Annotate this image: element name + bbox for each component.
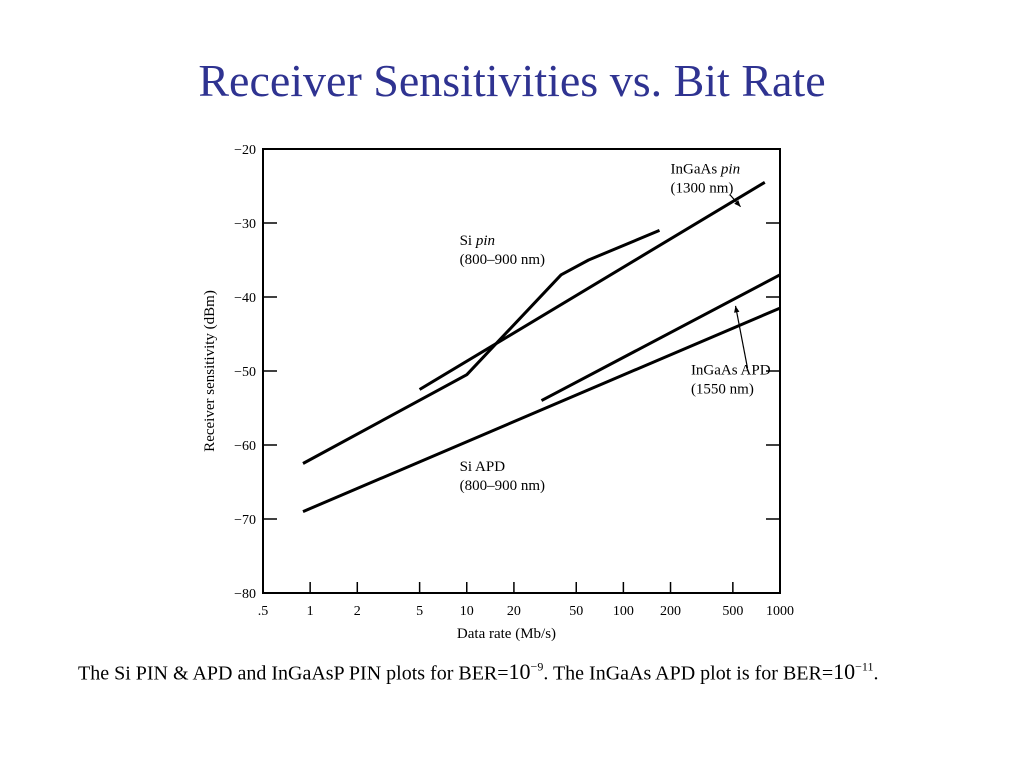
y-tick-label: −30: [234, 217, 256, 232]
ber-base-2: 10: [833, 659, 856, 685]
series-si-pin-label: Si pin: [460, 233, 495, 249]
ingaas-apd-leader-head: [734, 305, 740, 313]
series-ingaas-pin-label: InGaAs pin: [671, 161, 741, 177]
series-si-pin-line: [302, 229, 661, 465]
caption-text-1: The Si PIN & APD and InGaAsP PIN plots f…: [78, 662, 509, 685]
x-tick-label: 500: [722, 604, 743, 619]
ber-exponent-2: −11: [855, 660, 874, 674]
x-tick-label: 10: [460, 604, 474, 619]
caption-text-3: .: [873, 662, 879, 685]
slide-title: Receiver Sensitivities vs. Bit Rate: [198, 55, 826, 106]
x-tick-label: 5: [416, 604, 423, 619]
y-tick-label: −70: [234, 513, 256, 528]
series-si-apd-line: [302, 306, 781, 513]
x-tick-label: 200: [660, 604, 681, 619]
y-tick-label: −80: [234, 587, 256, 602]
y-tick-label: −40: [234, 291, 256, 306]
x-axis-label: Data rate (Mb/s): [457, 626, 556, 642]
y-tick-label: −60: [234, 439, 256, 454]
x-tick-label: 50: [569, 604, 583, 619]
series-ingaas-apd-label: InGaAs APD: [691, 363, 771, 379]
series-ingaas-apd-line: [540, 273, 781, 402]
sensitivity-chart: −20 −30 −40 −50 −60 −70 −80.5 1 2 5 10 20 50 100 200 50…: [202, 143, 794, 642]
series-ingaas-pin-line: [418, 181, 766, 391]
ber-base-1: 10: [508, 659, 531, 685]
series-si-apd-label: Si APD: [460, 459, 506, 475]
caption: The Si PIN & APD and InGaAsP PIN plots f…: [78, 652, 998, 688]
ingaas-apd-leader: [734, 305, 749, 369]
y-tick-label: −50: [234, 365, 256, 380]
ingaas-pin-leader-head: [734, 200, 741, 207]
series-si-pin-label: (800–900 nm): [460, 252, 545, 268]
series-ingaas-apd-label: (1550 nm): [691, 382, 754, 398]
caption-text-2: . The InGaAs APD plot is for BER=: [543, 662, 834, 685]
x-tick-label: 1: [307, 604, 314, 619]
y-tick-label: −20: [234, 143, 256, 158]
x-tick-label: 1000: [766, 604, 794, 619]
ber-value-2: 10−11: [833, 659, 873, 684]
series-ingaas-pin-label: (1300 nm): [671, 180, 734, 196]
x-tick-label: 100: [613, 604, 634, 619]
x-tick-label: 20: [507, 604, 521, 619]
ber-value-1: 10−9: [509, 659, 544, 684]
y-axis-label: Receiver sensitivity (dBm): [202, 290, 218, 452]
series-si-apd-label: (800–900 nm): [460, 478, 545, 494]
x-tick-label: 2: [354, 604, 361, 619]
ber-exponent-1: −9: [530, 660, 544, 674]
x-tick-label: .5: [258, 604, 269, 619]
